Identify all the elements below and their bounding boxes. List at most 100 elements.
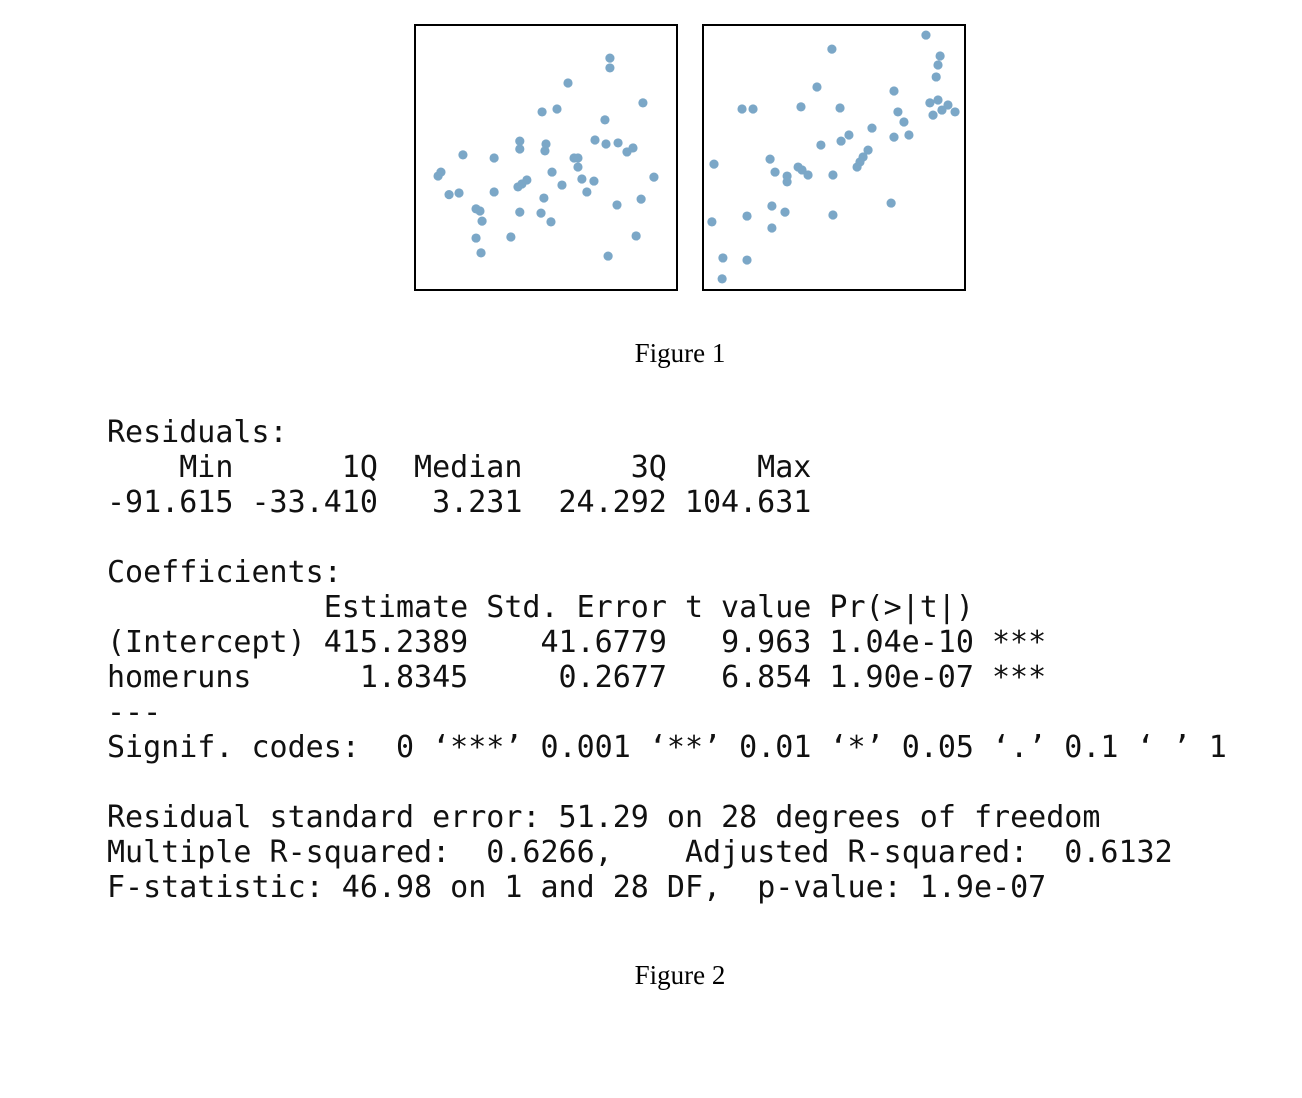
column-header: 1Q (341, 450, 378, 485)
summary-line: F-statistic: 46.98 on 1 and 28 DF, p-val… (107, 870, 1047, 905)
point (780, 207, 790, 217)
point (899, 117, 909, 127)
section-title: Coefficients: (107, 555, 342, 590)
column-header: 3Q (630, 450, 667, 485)
point (937, 105, 947, 115)
header-row: Estimate Std. Error t value Pr(>|t|) (107, 590, 974, 625)
point (863, 145, 873, 155)
point (796, 102, 806, 112)
figure-1 (414, 24, 966, 291)
column-header: Min (179, 450, 234, 485)
point (886, 198, 896, 208)
line: Signif. codes: 0 ‘***’ 0.001 ‘**’ 0.01 ‘… (107, 730, 1227, 765)
residual-value: 24.292 (558, 485, 667, 520)
coefficient-value: 1.90e-07 (829, 660, 974, 695)
coefficient-row: (Intercept) 415.2389 41.6779 9.963 1.04e-10 *… (107, 625, 1046, 660)
point (835, 103, 845, 113)
point (889, 132, 899, 142)
plot-frame (702, 24, 966, 291)
coefficient-value: 0.2677 (558, 660, 667, 695)
point (471, 233, 481, 243)
point (613, 138, 623, 148)
point (444, 190, 454, 200)
coefficient-value: 6.854 (721, 660, 812, 695)
point (933, 95, 943, 105)
residual-value: -33.410 (251, 485, 378, 520)
point (893, 107, 903, 117)
line: Multiple R-squared: 0.6266, Adjusted R-s… (107, 835, 1173, 870)
column-header: Pr(>|t|) (829, 590, 974, 625)
point (515, 136, 525, 146)
point (765, 154, 775, 164)
point (943, 100, 953, 110)
point (636, 194, 646, 204)
point (844, 130, 854, 140)
line: F-statistic: 46.98 on 1 and 28 DF, p-val… (107, 870, 1046, 905)
point (552, 104, 562, 114)
point (803, 170, 813, 180)
point (540, 146, 550, 156)
coefficient-value: 1.8345 (359, 660, 469, 695)
point (612, 200, 622, 210)
point (539, 193, 549, 203)
point (649, 172, 659, 182)
plot-frame (414, 24, 678, 291)
line: Residuals: (107, 415, 288, 450)
column-header: Std. Error (486, 590, 667, 625)
point (489, 153, 499, 163)
point (638, 98, 648, 108)
column-header: Median (414, 450, 523, 485)
point (541, 139, 551, 149)
point (515, 207, 525, 217)
point (603, 251, 613, 261)
coefficient-value: 1.04e-10 (829, 625, 974, 660)
point (767, 201, 777, 211)
point (950, 107, 960, 117)
point (904, 130, 914, 140)
point (557, 180, 567, 190)
line: --- (107, 695, 161, 730)
point (748, 104, 758, 114)
point (590, 135, 600, 145)
point (436, 167, 446, 177)
point (506, 232, 516, 242)
point (515, 144, 525, 154)
point (589, 176, 599, 186)
summary-line: Residual standard error: 51.29 on 28 deg… (107, 800, 1101, 835)
point (477, 216, 487, 226)
point (563, 78, 573, 88)
caption: Figure 1 (634, 338, 726, 368)
coefficient-value: 9.963 (721, 625, 812, 660)
point (601, 139, 611, 149)
point (742, 255, 752, 265)
point (489, 187, 499, 197)
point (767, 223, 777, 233)
point (742, 211, 752, 221)
summary-line: Multiple R-squared: 0.6266, Adjusted R-s… (107, 835, 1173, 870)
caption: Figure 2 (634, 960, 726, 990)
point (921, 30, 931, 40)
signif-stars: *** (991, 660, 1047, 695)
column-header: Estimate (323, 590, 469, 625)
point (928, 110, 938, 120)
point (931, 72, 941, 82)
point (867, 123, 877, 133)
point (827, 44, 837, 54)
point (737, 104, 747, 114)
residual-value: 3.231 (432, 485, 523, 520)
coefficient-value: 41.6779 (540, 625, 667, 660)
point (717, 274, 727, 284)
point (577, 174, 587, 184)
point (816, 140, 826, 150)
point (605, 63, 615, 73)
point (475, 206, 485, 216)
point (547, 167, 557, 177)
residual-value: -91.615 (107, 485, 234, 520)
header-row: Min 1Q Median 3Q Max (107, 450, 811, 485)
point (631, 231, 641, 241)
point (605, 53, 615, 63)
point (522, 175, 532, 185)
row-label: (Intercept) (107, 625, 306, 660)
coefficient-row: homeruns 1.8345 0.2677 6.854 1.90e-07 *** (107, 660, 1046, 695)
